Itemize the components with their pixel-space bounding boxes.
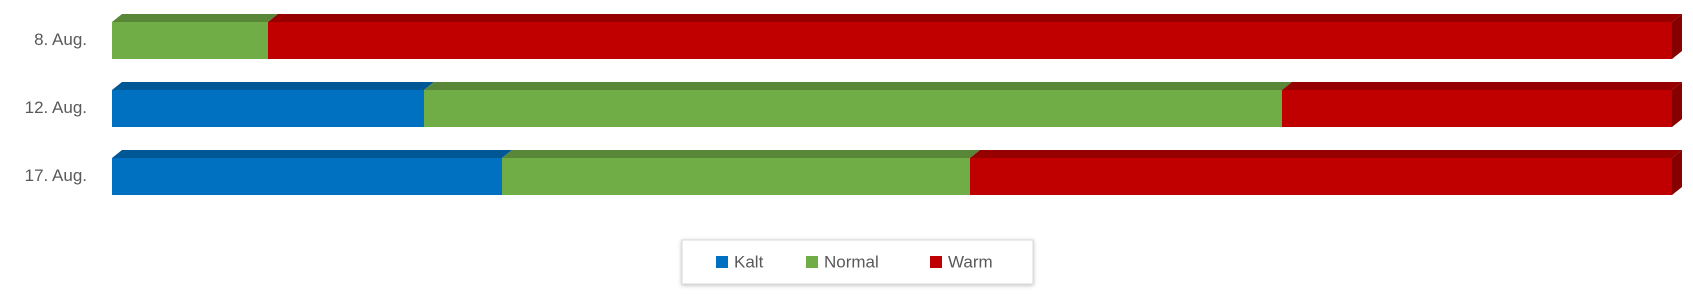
bar-top (1282, 82, 1682, 90)
legend-box (681, 239, 1034, 285)
bar-top (424, 82, 1292, 90)
bar (970, 158, 1672, 195)
bar (112, 90, 424, 127)
bar (112, 158, 502, 195)
bar-top (970, 150, 1682, 158)
bar (424, 90, 1282, 127)
y-tick-label: 17. Aug. (25, 166, 87, 185)
bar (268, 22, 1672, 59)
bar (1282, 90, 1672, 127)
legend-label: Normal (824, 252, 879, 271)
bar-top (112, 14, 278, 22)
bar (502, 158, 970, 195)
y-tick-label: 8. Aug. (34, 30, 87, 49)
legend-swatch (930, 256, 942, 268)
bar (112, 22, 268, 59)
y-tick-label: 12. Aug. (25, 98, 87, 117)
bar-top (502, 150, 980, 158)
legend-swatch (806, 256, 818, 268)
legend-label: Kalt (734, 252, 764, 271)
bar-side (1672, 82, 1682, 127)
bar-side (1672, 14, 1682, 59)
bar-top (112, 150, 512, 158)
bar-side (1672, 150, 1682, 195)
legend-swatch (716, 256, 728, 268)
legend-label: Warm (948, 252, 993, 271)
bar-top (268, 14, 1682, 22)
bar-top (112, 82, 434, 90)
